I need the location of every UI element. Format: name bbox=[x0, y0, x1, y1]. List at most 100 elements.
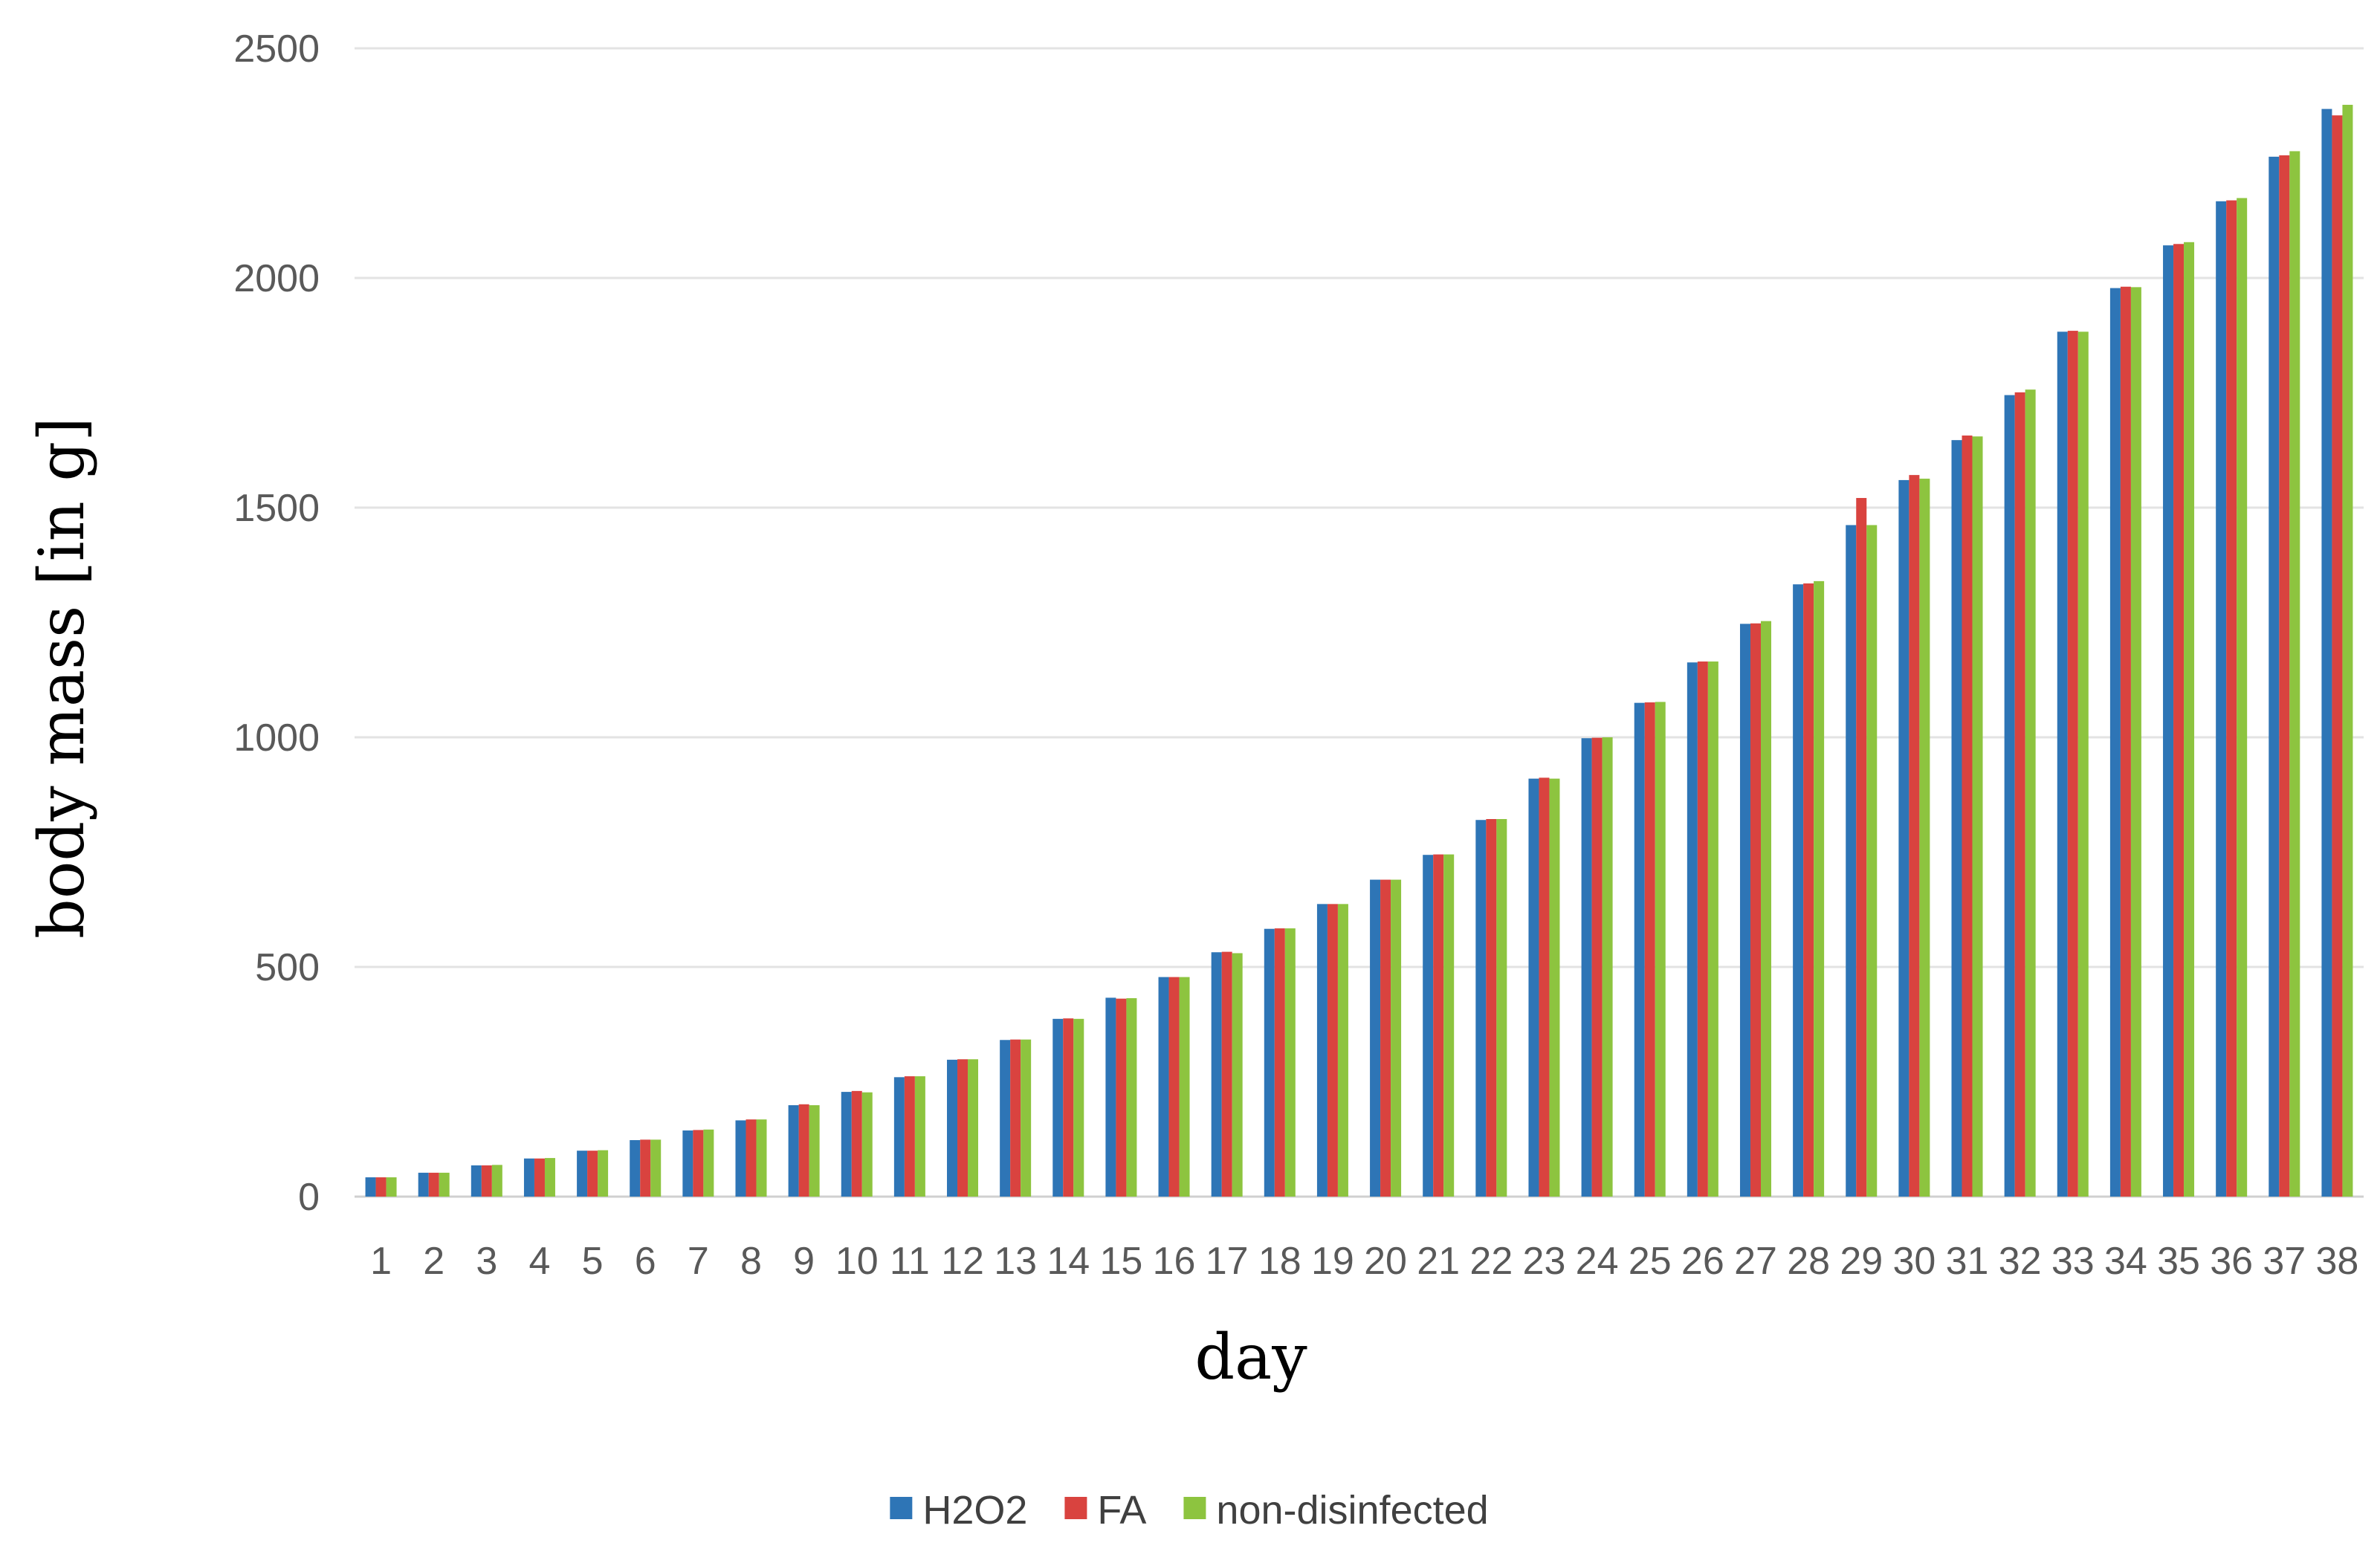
bar bbox=[491, 1165, 502, 1197]
bar bbox=[746, 1119, 757, 1197]
x-tick-label: 8 bbox=[740, 1240, 762, 1283]
bar bbox=[703, 1129, 714, 1197]
bar bbox=[1105, 997, 1116, 1197]
x-tick-label: 34 bbox=[2104, 1240, 2147, 1283]
x-tick-label: 29 bbox=[1840, 1240, 1883, 1283]
x-tick-label: 37 bbox=[2263, 1240, 2306, 1283]
bar bbox=[1010, 1039, 1021, 1197]
x-tick-label: 12 bbox=[941, 1240, 984, 1283]
bar bbox=[1898, 479, 1910, 1197]
bar bbox=[1760, 621, 1771, 1197]
bar bbox=[1316, 904, 1328, 1197]
bar bbox=[439, 1172, 450, 1197]
bar bbox=[1750, 623, 1761, 1197]
bar bbox=[1846, 525, 1857, 1197]
x-tick-label: 16 bbox=[1153, 1240, 1196, 1283]
bar bbox=[957, 1059, 969, 1197]
bar bbox=[470, 1165, 482, 1197]
bar bbox=[1168, 977, 1180, 1197]
x-tick-label: 20 bbox=[1364, 1240, 1407, 1283]
y-tick-label: 2000 bbox=[233, 257, 320, 300]
bar bbox=[1264, 928, 1275, 1197]
x-tick-label: 1 bbox=[370, 1240, 392, 1283]
bar bbox=[1814, 580, 1825, 1197]
bar bbox=[1739, 624, 1750, 1197]
bar bbox=[2077, 331, 2089, 1197]
bar bbox=[1475, 820, 1487, 1197]
x-tick-label: 15 bbox=[1099, 1240, 1142, 1283]
bar bbox=[1591, 737, 1603, 1197]
bar bbox=[914, 1076, 925, 1197]
bar bbox=[1634, 702, 1645, 1197]
bar bbox=[1158, 977, 1169, 1197]
x-tick-label: 19 bbox=[1311, 1240, 1354, 1283]
bar bbox=[2226, 200, 2237, 1197]
x-tick-label: 38 bbox=[2316, 1240, 2359, 1283]
bar bbox=[1443, 854, 1455, 1197]
bar bbox=[1337, 904, 1348, 1197]
legend-label: H2O2 bbox=[922, 1488, 1027, 1533]
bar bbox=[2130, 287, 2141, 1197]
bar bbox=[2332, 115, 2343, 1197]
x-tick-label: 7 bbox=[688, 1240, 709, 1283]
bar bbox=[1528, 778, 1539, 1197]
bar bbox=[1866, 525, 1878, 1197]
bar bbox=[1221, 951, 1232, 1197]
x-tick-label: 6 bbox=[635, 1240, 656, 1283]
y-tick-label: 1500 bbox=[233, 487, 320, 530]
bar bbox=[1687, 662, 1698, 1197]
x-tick-label: 10 bbox=[835, 1240, 879, 1283]
bar bbox=[1380, 879, 1391, 1197]
bar bbox=[650, 1139, 662, 1197]
bar bbox=[2184, 242, 2195, 1197]
x-tick-label: 22 bbox=[1469, 1240, 1513, 1283]
bar bbox=[788, 1105, 799, 1197]
bar bbox=[1962, 435, 1973, 1197]
bar bbox=[2163, 245, 2174, 1197]
x-tick-label: 3 bbox=[476, 1240, 497, 1283]
bar bbox=[1126, 998, 1137, 1197]
bar bbox=[1000, 1040, 1011, 1197]
bar bbox=[630, 1139, 641, 1197]
y-tick-label: 0 bbox=[298, 1176, 320, 1219]
y-axis-title: body mass [in g] bbox=[25, 417, 98, 939]
bar bbox=[523, 1158, 534, 1197]
bar bbox=[1179, 977, 1190, 1197]
bar bbox=[1707, 661, 1718, 1197]
bar bbox=[1370, 879, 1381, 1197]
bar bbox=[1697, 661, 1708, 1197]
bar bbox=[2109, 288, 2121, 1197]
y-tick-label: 1000 bbox=[233, 716, 320, 760]
bar bbox=[1919, 479, 1930, 1197]
bar bbox=[1274, 928, 1285, 1197]
y-tick-label: 2500 bbox=[233, 27, 320, 71]
bar bbox=[1391, 879, 1402, 1197]
legend-label: non-disinfected bbox=[1216, 1488, 1488, 1533]
x-tick-label: 30 bbox=[1892, 1240, 1936, 1283]
bar bbox=[2237, 198, 2248, 1197]
bar bbox=[1972, 436, 1983, 1197]
legend-swatch bbox=[890, 1497, 913, 1519]
bar bbox=[756, 1119, 767, 1197]
bar bbox=[2067, 331, 2078, 1197]
bar bbox=[1063, 1018, 1074, 1197]
x-tick-label: 24 bbox=[1576, 1240, 1619, 1283]
legend-swatch bbox=[1064, 1497, 1087, 1519]
x-tick-label: 32 bbox=[1999, 1240, 2042, 1283]
bar bbox=[861, 1092, 873, 1197]
legend-label: FA bbox=[1097, 1488, 1146, 1533]
bar bbox=[534, 1158, 545, 1197]
bar bbox=[1856, 498, 1867, 1197]
x-tick-label: 18 bbox=[1258, 1240, 1301, 1283]
bar bbox=[2057, 331, 2068, 1197]
bar bbox=[682, 1130, 693, 1197]
bar bbox=[1549, 778, 1560, 1197]
bar bbox=[841, 1092, 852, 1197]
y-tick-label: 500 bbox=[255, 946, 320, 989]
bar bbox=[798, 1104, 809, 1197]
bar bbox=[386, 1177, 397, 1197]
x-tick-labels: 1 2 3 4 5 6 7 8 9 10 11 12 13 14 15 16 17 18 19 20 21 22 23 24 2… bbox=[370, 1240, 2358, 1283]
bar bbox=[893, 1077, 905, 1197]
bar bbox=[1073, 1018, 1084, 1197]
x-tick-label: 27 bbox=[1734, 1240, 1777, 1283]
